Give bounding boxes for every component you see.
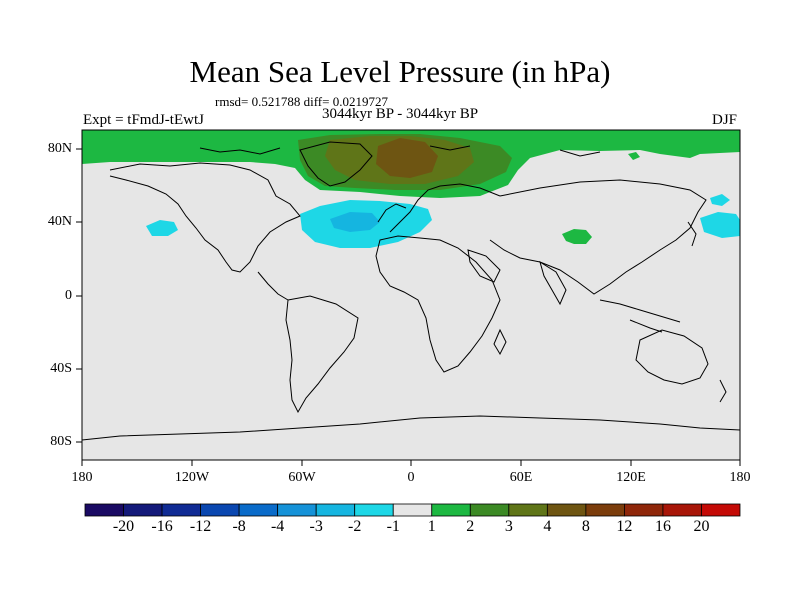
experiment-label: Expt = tFmdJ-tEwtJ bbox=[83, 112, 204, 128]
colorbar-swatch bbox=[392, 503, 433, 517]
colorbar-swatch bbox=[200, 503, 240, 517]
colorbar-swatch bbox=[508, 503, 548, 517]
season-label: DJF bbox=[712, 112, 738, 128]
colorbar-tick-label: 16 bbox=[654, 518, 671, 535]
colorbar-swatch bbox=[315, 503, 356, 517]
pacific-west-negative bbox=[146, 220, 178, 236]
colorbar-swatch bbox=[585, 503, 625, 517]
colorbar-swatch bbox=[123, 503, 163, 517]
small-green-patch bbox=[628, 152, 640, 160]
lon-label: 120E bbox=[616, 470, 646, 485]
lon-label: 60W bbox=[288, 470, 316, 485]
colorbar-tick-label: -3 bbox=[309, 518, 323, 535]
lon-label: 180 bbox=[729, 470, 751, 485]
colorbar-swatch bbox=[277, 503, 317, 517]
map-ticks bbox=[76, 148, 741, 466]
colorbar-tick-label: -4 bbox=[270, 518, 285, 535]
atlantic-negative-core bbox=[330, 212, 380, 232]
colorbar-tick-label: 1 bbox=[427, 518, 436, 535]
period-label: 3044kyr BP - 3044kyr BP bbox=[322, 106, 479, 122]
colorbar-swatch bbox=[161, 503, 201, 517]
colorbar-swatch bbox=[469, 503, 510, 517]
colorbar-tick-label: 4 bbox=[543, 518, 552, 535]
lat-label: 0 bbox=[65, 288, 72, 303]
lon-label: 180 bbox=[71, 470, 93, 485]
colorbar-tick-label: -2 bbox=[348, 518, 362, 535]
colorbar-swatch bbox=[238, 503, 279, 517]
colorbar-tick-label: -16 bbox=[151, 518, 173, 535]
lat-label: 40S bbox=[50, 361, 72, 376]
lat-label: 40N bbox=[47, 214, 72, 229]
colorbar-tick-label: -20 bbox=[112, 518, 135, 535]
colorbar-tick-label: 3 bbox=[504, 518, 513, 535]
colorbar-swatch bbox=[546, 503, 587, 517]
lon-label: 120W bbox=[174, 470, 210, 485]
lat-label: 80N bbox=[47, 141, 72, 156]
colorbar-swatch bbox=[701, 503, 741, 517]
colorbar-tick-label: -12 bbox=[189, 518, 212, 535]
lat-label: 80S bbox=[50, 434, 72, 449]
coastlines bbox=[82, 141, 740, 441]
colorbar-swatch bbox=[624, 503, 664, 517]
lon-label: 0 bbox=[407, 470, 415, 485]
rmsd-diff-stats: rmsd= 0.521788 diff= 0.0219727 bbox=[215, 94, 388, 109]
colorbar-swatch bbox=[84, 503, 124, 517]
colorbar-tick-label: 2 bbox=[466, 518, 475, 535]
arctic-anomaly-4-8 bbox=[376, 138, 438, 178]
colorbar-tick-label: -8 bbox=[232, 518, 246, 535]
colorbar-tick-label: 8 bbox=[581, 518, 590, 535]
asia-positive-anomaly bbox=[562, 229, 592, 244]
pacific-east-negative bbox=[700, 212, 740, 238]
pacific-small-negative bbox=[710, 194, 730, 206]
colorbar-tick-label: -1 bbox=[386, 518, 400, 535]
colorbar-swatch bbox=[662, 503, 702, 517]
map-title: Mean Sea Level Pressure (in hPa) bbox=[189, 54, 611, 89]
lon-label: 60E bbox=[509, 470, 533, 485]
colorbar-swatch bbox=[354, 503, 394, 517]
colorbar-tick-label: 12 bbox=[616, 518, 633, 535]
colorbar-swatch bbox=[431, 503, 471, 517]
colorbar-tick-label: 20 bbox=[693, 518, 710, 535]
